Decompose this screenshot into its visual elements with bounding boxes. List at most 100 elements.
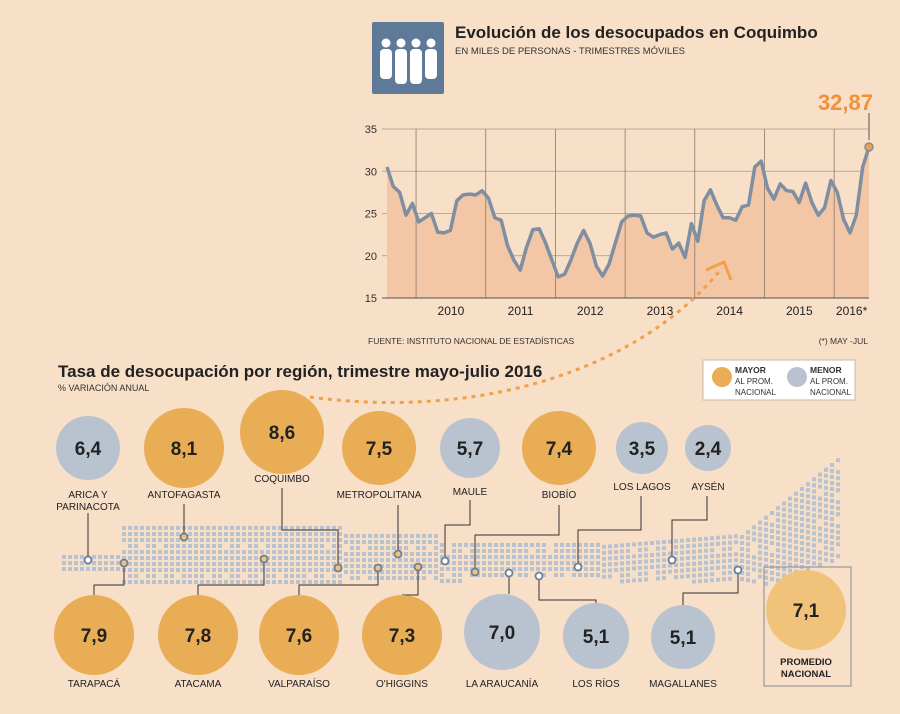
region-marker	[573, 562, 583, 572]
map-dot	[176, 544, 180, 548]
map-dot	[650, 565, 654, 569]
map-dot	[752, 525, 756, 530]
region-value: 7,0	[489, 623, 515, 644]
region-marker	[119, 558, 129, 568]
map-dot	[398, 564, 402, 568]
map-dot	[686, 568, 690, 573]
map-dot	[164, 562, 168, 566]
region-value: 7,5	[366, 439, 393, 460]
map-dot	[692, 567, 696, 572]
map-dot	[206, 532, 210, 536]
map-dot	[242, 556, 246, 560]
map-dot	[620, 573, 624, 578]
map-dot	[728, 576, 732, 581]
map-dot	[212, 580, 216, 584]
map-dot	[320, 568, 324, 572]
map-dot	[794, 527, 798, 532]
map-dot	[788, 496, 792, 501]
map-dot	[716, 559, 720, 564]
map-dot	[716, 553, 720, 558]
leader-line	[281, 488, 339, 568]
map-dot	[212, 550, 216, 554]
map-dot	[458, 573, 462, 577]
map-dot	[560, 567, 564, 571]
map-dot	[716, 535, 720, 540]
map-dot	[794, 545, 798, 550]
map-dot	[716, 541, 720, 546]
map-dot	[638, 547, 642, 552]
map-dot	[182, 580, 186, 584]
map-dot	[242, 550, 246, 554]
map-dot	[278, 568, 282, 572]
map-dot	[476, 555, 480, 559]
map-dot	[500, 549, 504, 553]
map-dot	[446, 579, 450, 583]
map-dot	[800, 505, 804, 509]
map-dot	[836, 542, 840, 547]
map-dot	[242, 580, 246, 584]
map-dot	[470, 555, 474, 559]
map-dot	[212, 568, 216, 572]
map-dot	[578, 543, 582, 547]
map-dot	[266, 550, 270, 554]
map-dot	[332, 574, 336, 578]
leader-line	[93, 563, 125, 595]
map-dot	[578, 573, 582, 577]
map-dot	[158, 556, 162, 560]
map-dot	[506, 561, 510, 565]
map-dot	[278, 538, 282, 542]
map-dot	[476, 543, 480, 547]
map-dot	[620, 555, 624, 560]
map-dot	[692, 579, 696, 584]
map-dot	[824, 473, 828, 478]
map-dot	[266, 538, 270, 542]
map-dot	[254, 544, 258, 548]
map-dot	[332, 556, 336, 560]
map-dot	[296, 538, 300, 542]
region-bubble	[464, 594, 540, 670]
map-dot	[554, 549, 558, 553]
map-dot	[572, 561, 576, 565]
map-dot	[824, 545, 828, 550]
map-dot	[314, 532, 318, 536]
legend: MAYOR AL PROM. NACIONAL MENOR AL PROM. N…	[702, 359, 856, 401]
map-dot	[656, 552, 660, 557]
map-dot	[494, 549, 498, 553]
map-dot	[434, 552, 438, 556]
map-dot	[272, 526, 276, 530]
region-name: BIOBÍO	[542, 488, 577, 501]
map-dot	[380, 540, 384, 544]
map-dot	[386, 570, 390, 574]
map-dot	[188, 562, 192, 566]
map-dot	[710, 560, 714, 565]
map-dot	[752, 555, 756, 560]
map-dot	[566, 555, 570, 559]
map-dot	[296, 532, 300, 536]
map-dot	[740, 541, 744, 545]
map-dot	[518, 555, 522, 559]
map-dot	[818, 478, 822, 483]
leader-line	[444, 500, 471, 561]
map-dot	[296, 580, 300, 584]
map-dot	[212, 556, 216, 560]
region-marker	[667, 555, 677, 565]
map-dot	[806, 518, 810, 523]
map-dot	[710, 566, 714, 571]
map-dot	[74, 555, 78, 559]
map-dot	[266, 580, 270, 584]
map-dot	[800, 511, 804, 515]
arrow-head	[705, 259, 733, 281]
map-dot	[728, 570, 732, 575]
map-dot	[542, 561, 546, 565]
map-dot	[350, 570, 354, 574]
map-dot	[806, 506, 810, 511]
map-dot	[350, 534, 354, 538]
map-dot	[332, 562, 336, 566]
map-dot	[140, 580, 144, 584]
map-dot	[812, 495, 816, 500]
map-dot	[98, 567, 102, 571]
map-dot	[194, 544, 198, 548]
map-dot	[428, 540, 432, 544]
region-bubble	[616, 422, 668, 474]
map-dot	[554, 543, 558, 547]
